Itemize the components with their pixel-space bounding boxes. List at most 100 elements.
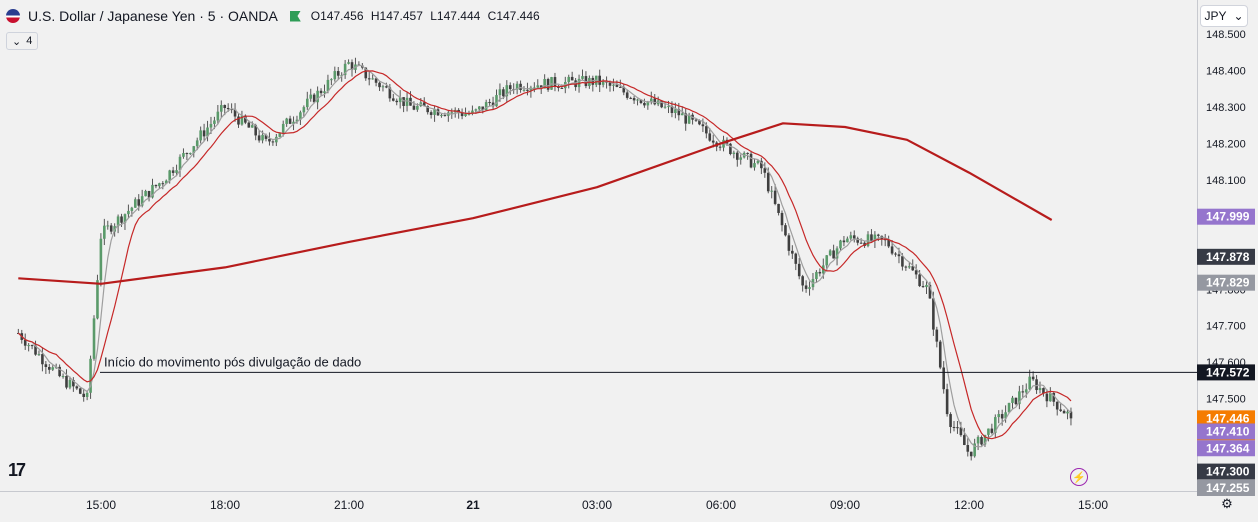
candle (935, 326, 939, 348)
y-tick-label: 147.700 (1206, 321, 1246, 333)
candle (966, 438, 970, 457)
x-tick-label: 21 (466, 498, 480, 512)
candle (749, 150, 753, 169)
candle (61, 373, 65, 379)
candle (739, 154, 743, 165)
candle (763, 162, 767, 178)
candle (808, 281, 811, 296)
candle (557, 84, 560, 92)
candle (784, 223, 787, 237)
candle (133, 197, 137, 208)
candle (1062, 409, 1066, 414)
ohlc-values: O147.456 H147.457 L147.444 C147.446 (311, 9, 544, 23)
candle (367, 71, 371, 86)
candle (330, 78, 333, 86)
x-tick-label: 21:00 (334, 498, 364, 512)
candle (632, 96, 636, 104)
candle (288, 115, 292, 125)
candle (818, 268, 822, 277)
gear-icon[interactable]: ⚙ (1221, 496, 1233, 511)
ma-mid-line (17, 70, 1072, 440)
candle (192, 145, 196, 158)
candle (1042, 387, 1045, 397)
candle (1052, 391, 1056, 407)
candle (144, 189, 147, 197)
tradingview-logo-icon[interactable]: 17 (8, 460, 26, 480)
candle (199, 126, 202, 144)
indicators-toggle[interactable]: ⌄ 4 (6, 32, 39, 50)
candle (333, 66, 337, 82)
candle (925, 281, 928, 295)
candle (956, 420, 959, 434)
candle (815, 270, 818, 283)
candle (684, 108, 687, 131)
candle (240, 110, 244, 126)
candle (147, 190, 151, 202)
candle (987, 428, 990, 442)
candle (780, 210, 784, 232)
candle (914, 264, 918, 279)
candle (257, 130, 261, 143)
candle (1059, 402, 1062, 413)
candle (849, 231, 853, 241)
candle (402, 97, 405, 113)
market-status-icon[interactable] (289, 10, 301, 22)
candle (993, 414, 997, 439)
candle (488, 98, 491, 107)
candle (1021, 384, 1025, 398)
candle (794, 252, 798, 271)
close-value: C147.446 (487, 9, 540, 23)
candle (378, 81, 381, 91)
candle (1007, 402, 1011, 413)
symbol-title[interactable]: U.S. Dollar / Japanese Yen · 5 · OANDA (28, 8, 278, 24)
candle (791, 245, 794, 259)
candle (629, 96, 632, 100)
candle (44, 361, 48, 374)
candle (491, 96, 495, 110)
y-tick-label: 148.200 (1206, 138, 1246, 150)
annotation-text[interactable]: Início do movimento pós divulgação de da… (104, 354, 361, 369)
candle (295, 115, 299, 124)
candle (729, 142, 732, 156)
price-label: 147.999 (1197, 208, 1255, 225)
candle (753, 158, 756, 171)
candle (553, 72, 557, 92)
lightning-icon[interactable]: ⚡ (1070, 468, 1088, 486)
candle (292, 116, 295, 131)
candle (495, 89, 498, 107)
candle (773, 183, 777, 206)
candle (883, 233, 887, 247)
candle (732, 150, 736, 159)
usdjpy-flag-icon (6, 9, 20, 23)
candle (178, 154, 182, 177)
candle (405, 91, 409, 112)
candle (65, 369, 68, 390)
candle (285, 117, 288, 127)
currency-button[interactable]: JPY ⌄ (1200, 5, 1248, 27)
candle (581, 69, 584, 81)
candle (570, 71, 574, 81)
candle (347, 59, 350, 65)
candle (777, 203, 780, 216)
candle (51, 365, 55, 372)
candle (374, 77, 378, 87)
svg-text:147.878: 147.878 (1206, 250, 1250, 264)
indicator-count: 4 (26, 35, 33, 47)
candle (309, 88, 313, 102)
candle (99, 233, 103, 287)
price-label: 147.878 (1197, 248, 1255, 265)
candle (529, 85, 533, 98)
candle (687, 112, 691, 125)
candle (536, 79, 540, 89)
candle (866, 231, 870, 248)
svg-text:147.364: 147.364 (1206, 441, 1250, 455)
candle (23, 333, 27, 350)
candle (1004, 405, 1007, 423)
candle (316, 86, 319, 110)
candle (350, 59, 354, 77)
candle (305, 91, 309, 110)
price-label: 147.410 (1197, 423, 1255, 440)
candle (598, 69, 601, 93)
